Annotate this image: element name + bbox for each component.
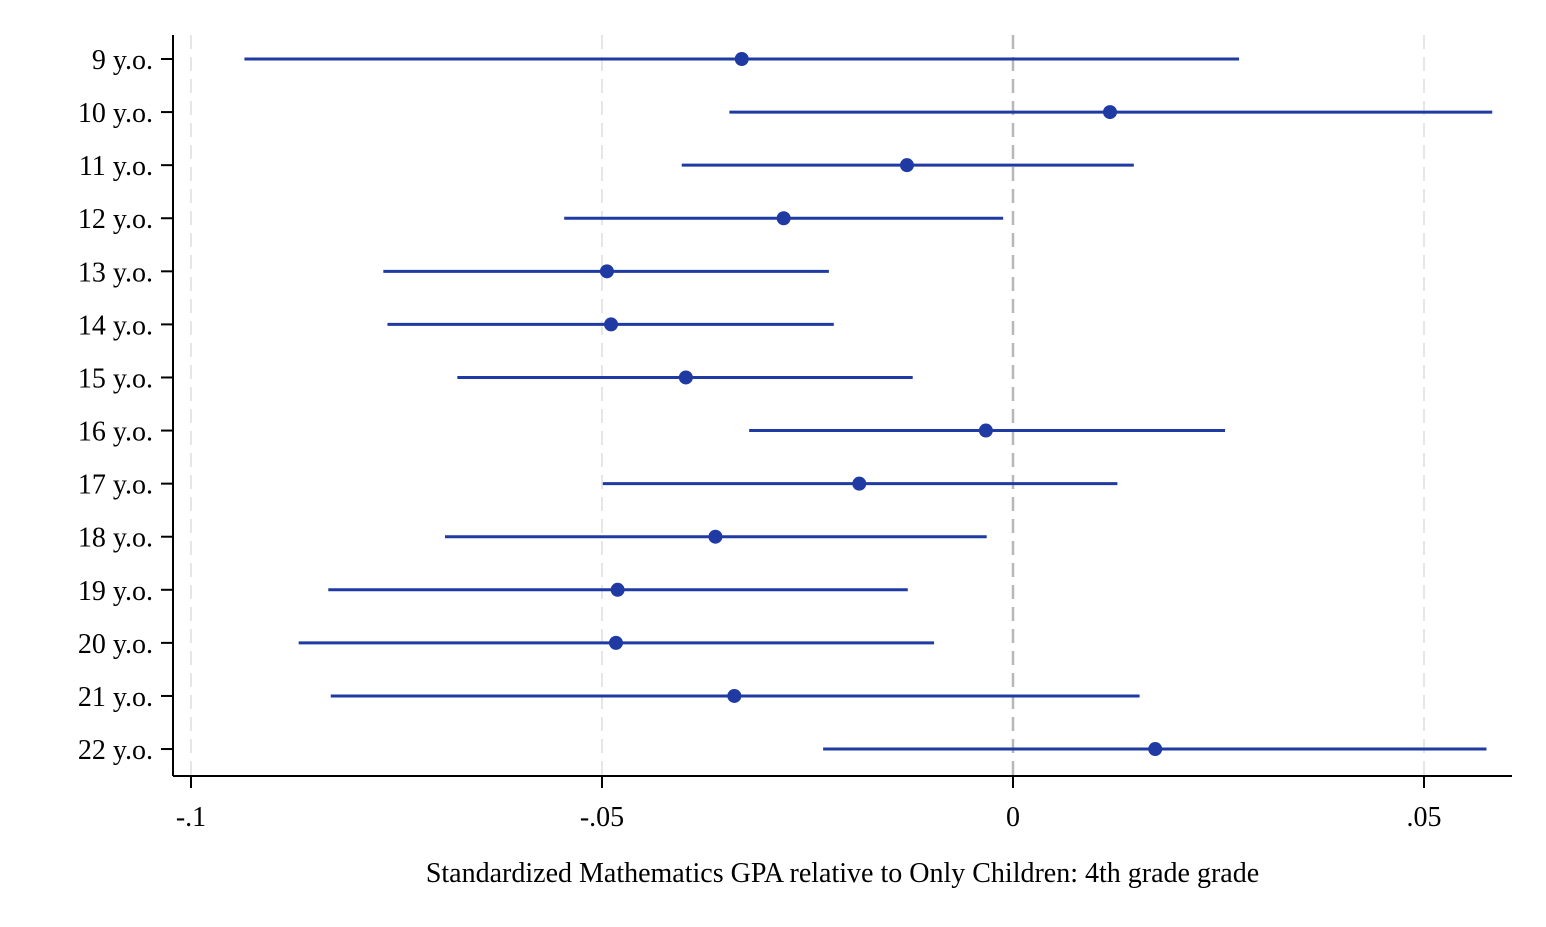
- series-layer: [244, 52, 1493, 757]
- point-estimate: [610, 582, 625, 597]
- y-tick-label: 21 y.o.: [78, 682, 153, 713]
- point-estimate: [608, 635, 623, 650]
- y-tick-label: 22 y.o.: [78, 735, 153, 766]
- y-tick-label: 12 y.o.: [78, 204, 153, 235]
- point-estimate: [776, 211, 791, 226]
- y-tick-label: 14 y.o.: [78, 310, 153, 341]
- point-estimate: [1102, 105, 1117, 120]
- x-tick-label: -.05: [580, 802, 624, 833]
- y-tick-label: 9 y.o.: [92, 45, 153, 76]
- point-estimate: [708, 529, 723, 544]
- point-estimate: [604, 317, 619, 332]
- x-tick-label: 0: [1006, 802, 1020, 833]
- label-layer: -.1 -.05 0 .05 9 y.o. 10 y.o. 11 y.o. 12 y.o. 13…: [78, 45, 1442, 833]
- point-estimate: [978, 423, 993, 438]
- y-tick-label: 13 y.o.: [78, 257, 153, 288]
- point-estimate: [727, 688, 742, 703]
- point-estimate: [1148, 742, 1163, 757]
- point-estimate: [678, 370, 693, 385]
- axis-layer: [172, 35, 1512, 777]
- point-estimate: [599, 264, 614, 279]
- grid-layer: [190, 35, 1425, 776]
- y-tick-label: 18 y.o.: [78, 523, 153, 554]
- x-tick-label: -.1: [176, 802, 206, 833]
- y-tick-label: 16 y.o.: [78, 417, 153, 448]
- y-tick-label: 19 y.o.: [78, 576, 153, 607]
- point-estimate: [734, 52, 749, 66]
- y-tick-label: 20 y.o.: [78, 629, 153, 660]
- y-tick-label: 11 y.o.: [79, 151, 153, 182]
- x-axis-title: Standardized Mathematics GPA relative to…: [426, 858, 1259, 889]
- point-estimate: [899, 158, 914, 173]
- y-tick-label: 10 y.o.: [78, 98, 153, 129]
- x-tick-label: .05: [1407, 802, 1442, 833]
- y-tick-label: 17 y.o.: [78, 470, 153, 501]
- y-tick-label: 15 y.o.: [78, 363, 153, 394]
- point-estimate: [852, 476, 867, 491]
